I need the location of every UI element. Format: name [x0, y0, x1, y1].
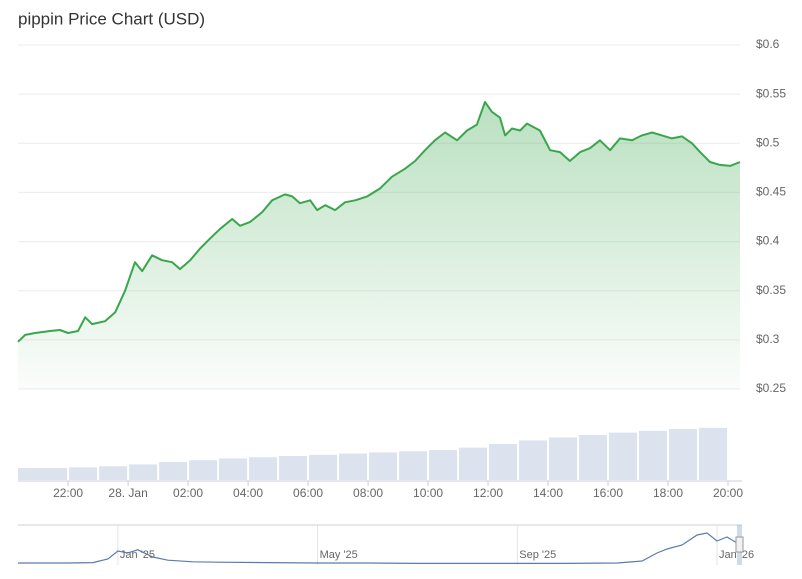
navigator-handle[interactable]	[735, 536, 744, 553]
x-tick-label: 14:00	[533, 486, 563, 500]
y-tick-label: $0.55	[756, 86, 786, 100]
chart-title: pippin Price Chart (USD)	[18, 9, 205, 28]
x-tick-label: 04:00	[233, 486, 263, 500]
navigator-label: Jan '26	[719, 549, 754, 561]
x-tick-label: 06:00	[293, 486, 323, 500]
price-line	[17, 101, 741, 343]
navigator-line	[18, 532, 743, 564]
volume-bar	[279, 456, 308, 480]
x-tick-label: 08:00	[353, 486, 383, 500]
x-tick-label: 16:00	[593, 486, 623, 500]
volume-bar	[519, 440, 548, 480]
volume-bar	[369, 452, 398, 480]
navigator-label: Sep '25	[519, 549, 556, 561]
y-tick-label: $0.6	[756, 37, 780, 51]
volume-bar	[489, 444, 518, 480]
volume-bar	[129, 464, 158, 480]
volume-bar	[549, 437, 578, 480]
y-tick-label: $0.45	[756, 185, 786, 199]
volume-bar	[579, 435, 608, 480]
x-tick-label: 18:00	[653, 486, 683, 500]
volume-bar	[159, 462, 188, 480]
volume-bar	[429, 450, 458, 480]
x-tick-label: 12:00	[473, 486, 503, 500]
volume-bar	[18, 468, 46, 480]
y-tick-label: $0.35	[756, 283, 786, 297]
volume-bar	[699, 427, 728, 480]
y-tick-label: $0.4	[756, 234, 780, 248]
volume-bar	[219, 458, 248, 480]
x-tick-label: 02:00	[173, 486, 203, 500]
volume-bar	[39, 468, 68, 480]
volume-bar	[99, 466, 128, 480]
volume-bar	[339, 453, 368, 480]
y-tick-label: $0.25	[756, 381, 786, 395]
navigator-label: Jan '25	[120, 549, 155, 561]
x-tick-label: 20:00	[713, 486, 743, 500]
x-tick-label: 28. Jan	[108, 486, 147, 500]
navigator-label: May '25	[320, 549, 358, 561]
y-tick-label: $0.3	[756, 332, 780, 346]
volume-bar	[459, 447, 488, 480]
volume-bar	[69, 467, 98, 480]
volume-bar	[309, 454, 338, 480]
y-tick-label: $0.5	[756, 135, 780, 149]
price-area	[18, 102, 740, 389]
volume-bar	[399, 451, 428, 480]
volume-bar	[609, 432, 638, 480]
volume-bar	[249, 457, 278, 480]
volume-bar	[639, 430, 668, 480]
volume-bar	[669, 429, 698, 480]
volume-bar	[189, 460, 218, 480]
x-tick-label: 22:00	[53, 486, 83, 500]
x-tick-label: 10:00	[413, 486, 443, 500]
